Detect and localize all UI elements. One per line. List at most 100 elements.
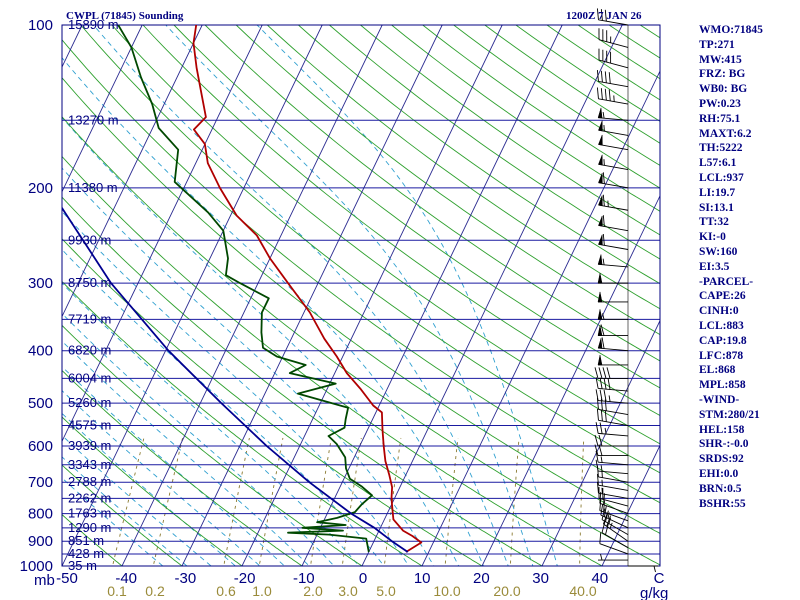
dry-adiabat [80,25,660,474]
pressure-tick-label: 200 [28,180,53,197]
temperature-tick-label: 40 [591,570,608,587]
barb-staff [598,182,629,189]
barb-staff [598,461,629,466]
isotherm [541,319,660,566]
isotherm [361,25,623,566]
index-18: CAPE:26 [699,290,746,303]
index-29: SRDS:92 [699,453,744,466]
temperature-tick-label: -20 [234,570,256,587]
barb-pennant [598,134,603,146]
barb-flag [604,9,607,22]
barb-staff [598,408,629,416]
barb-staff [598,243,629,250]
index-0: WMO:71845 [699,24,763,36]
height-label: 8750 m [68,275,111,290]
wind-barb [594,367,628,379]
dry-adiabat [297,25,660,285]
wind-barb [597,324,628,337]
mixing-ratio-lines [112,437,585,566]
wind-barb [599,532,629,555]
wind-barb [597,337,629,352]
barb-flag [600,324,605,336]
index-5: PW:0.23 [699,97,741,110]
barb-pennant [597,309,603,320]
barb-flag [608,72,611,84]
pressure-tick-label: 100 [28,17,53,34]
height-label: 13270 m [68,112,119,127]
barb-staff [598,59,629,69]
barb-staff [598,204,629,211]
barb-flag [602,215,605,227]
wind-barb [598,28,629,48]
wind-barb [598,233,629,250]
pressure-tick-label: 900 [28,533,53,550]
pressure-tick-label: 600 [28,438,53,455]
wind-barb [595,377,629,392]
mixing-ratio-tick-label: 40.0 [569,583,596,599]
barb-half-flag [600,465,603,472]
barb-staff [598,492,629,499]
barb-pennant [598,154,603,166]
barb-flag [600,9,603,21]
barb-staff [598,144,629,151]
wind-barb [598,553,628,561]
index-26: STM:280/21 [699,408,760,421]
barb-staff [598,19,629,26]
wind-barb [597,354,628,366]
sounding-traces [62,25,423,553]
barb-flag [594,444,599,456]
barb-flag [602,194,605,207]
isotherm [62,25,143,193]
wind-barb [596,70,629,88]
height-label: 1290 m [68,520,111,535]
index-25: -WIND- [699,393,740,406]
barb-staff [598,129,629,136]
isotherm [62,25,323,566]
barb-flag [594,367,599,379]
moist-adiabat [165,25,534,566]
wind-barb [598,134,629,151]
barb-flag [599,389,603,401]
barb-flag [596,481,599,494]
wind-barb [597,273,628,284]
dry-adiabat [62,39,660,504]
dry-adiabat [62,238,483,566]
wind-barb [597,291,628,303]
index-17: -PARCEL- [699,275,754,288]
mixing-ratio-line [112,437,145,566]
wind-barb [603,513,629,542]
index-27: HEL:158 [699,423,745,436]
isotherm [121,25,383,566]
height-label: 4575 m [68,418,111,433]
barb-pennant [597,291,603,303]
pressure-tick-label: 700 [28,474,53,491]
barb-staff [599,543,629,555]
barb-pennant [598,173,603,184]
moist-adiabat [62,389,261,566]
barb-half-flag [609,522,613,529]
barb-staff [598,80,629,88]
moist-adiabat [62,340,310,566]
wind-barb [598,48,629,69]
barb-half-flag [608,517,612,524]
barb-staff [598,470,629,475]
barb-flag [606,515,611,527]
temperature-tick-label: -10 [293,570,315,587]
index-22: LFC:878 [699,349,744,362]
barb-half-flag [600,456,603,463]
temperature-tick-label: -30 [175,570,197,587]
wind-barb [596,473,629,491]
barb-flag [601,337,605,349]
moist-adiabat [62,282,360,566]
barb-staff [598,419,629,426]
dry-adiabat [173,25,660,389]
dry-adiabat [62,280,423,566]
moist-adiabat [62,412,237,566]
index-6: RH:75.1 [699,112,741,125]
barb-pennant [597,254,603,265]
barb-pennant [597,325,603,336]
mixing-ratio-tick-label: 0.2 [145,583,165,599]
wind-barb [595,450,629,466]
barb-staff [598,39,629,48]
